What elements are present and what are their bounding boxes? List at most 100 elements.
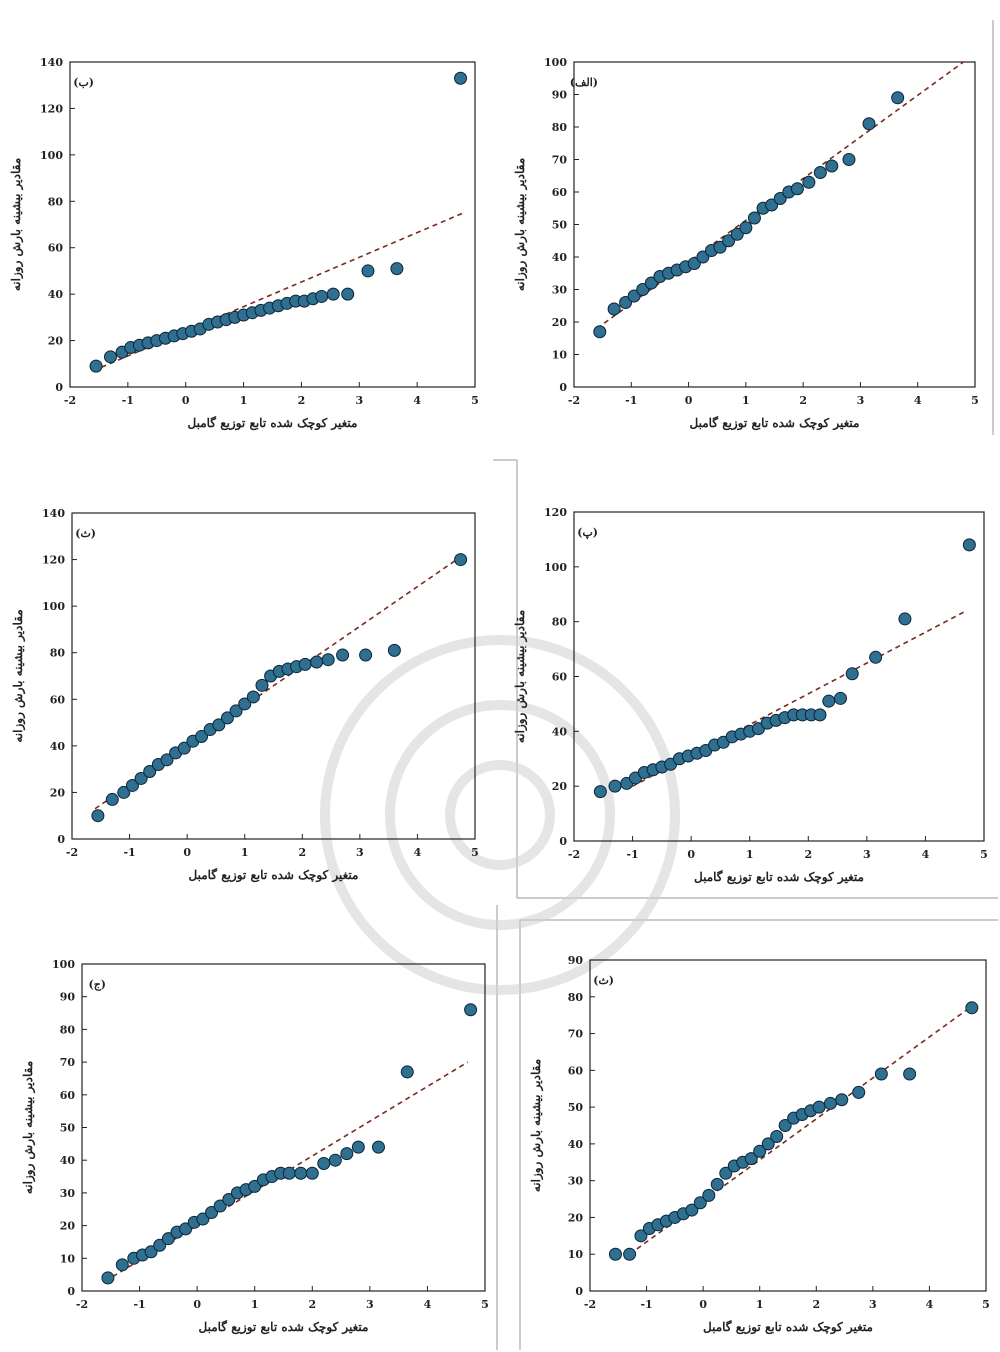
data-point	[282, 1166, 296, 1180]
data-point	[91, 809, 105, 823]
data-point	[104, 350, 117, 364]
data-point	[627, 289, 641, 303]
x-tick-label: 0	[193, 1298, 201, 1311]
data-point	[229, 704, 243, 718]
x-tick-label: 0	[685, 394, 693, 407]
data-point	[454, 553, 468, 567]
data-point	[248, 1179, 262, 1193]
y-tick-label: 60	[552, 671, 568, 684]
x-tick-label: 3	[869, 1298, 877, 1311]
x-tick-label: 3	[356, 846, 364, 859]
data-point	[593, 785, 607, 799]
panel-tag: (پ)	[577, 526, 598, 539]
data-point	[115, 1258, 129, 1272]
plot-area	[69, 61, 476, 388]
x-tick-label: 4	[424, 1298, 432, 1311]
panel-tag: (ب)	[73, 76, 94, 89]
data-point	[305, 1166, 319, 1180]
y-tick-label: 20	[50, 786, 66, 799]
y-tick-label: 80	[60, 1023, 76, 1036]
x-tick-label: -2	[568, 848, 580, 861]
x-tick-label: 0	[699, 1298, 707, 1311]
x-axis-title: متغیر کوچک شده تابع توزیع گامبل	[188, 415, 358, 431]
data-point	[608, 1247, 622, 1261]
data-point	[238, 697, 252, 711]
data-point	[685, 1203, 699, 1217]
data-point	[321, 653, 335, 667]
x-tick-label: 4	[914, 394, 922, 407]
y-tick-label: 40	[552, 725, 568, 738]
y-tick-label: 10	[552, 349, 568, 362]
x-tick-label: -2	[584, 1298, 596, 1311]
y-tick-label: 120	[42, 554, 65, 567]
panel-tag: (ث)	[593, 974, 614, 987]
data-point	[778, 1119, 792, 1132]
y-axis-title: مقادیر بیشینه بارش روزانه	[529, 1059, 544, 1192]
y-tick-label: 20	[60, 1220, 76, 1233]
data-point	[205, 1206, 219, 1220]
data-point	[340, 1147, 354, 1161]
y-tick-label: 60	[48, 242, 64, 255]
data-point	[387, 643, 401, 657]
data-point	[177, 741, 191, 755]
y-tick-label: 100	[42, 600, 65, 613]
data-point	[161, 1232, 175, 1246]
data-point	[834, 691, 847, 705]
x-tick-label: -2	[568, 394, 580, 407]
plot-area	[573, 61, 976, 388]
data-point	[464, 1003, 478, 1017]
data-point	[965, 1001, 979, 1015]
data-point	[608, 779, 622, 793]
data-point	[593, 325, 607, 339]
y-tick-label: 90	[60, 991, 76, 1004]
y-tick-label: 140	[40, 56, 63, 69]
x-tick-label: 1	[756, 1298, 764, 1311]
data-point	[753, 1144, 767, 1158]
data-point	[812, 1100, 826, 1114]
gumbel-fit-line	[629, 1003, 976, 1255]
data-point	[134, 771, 148, 785]
data-point	[298, 657, 312, 671]
plot-area	[71, 512, 476, 840]
y-tick-label: 30	[60, 1187, 76, 1200]
x-tick-label: -1	[626, 848, 638, 861]
y-tick-label: 70	[568, 1028, 584, 1041]
x-tick-label: -2	[64, 394, 76, 407]
y-tick-label: 100	[544, 56, 567, 69]
panel-tag: (ث)	[75, 527, 96, 540]
y-tick-label: 50	[568, 1101, 584, 1114]
y-tick-label: 80	[552, 616, 568, 629]
data-point	[634, 1229, 648, 1243]
x-tick-label: 4	[926, 1298, 934, 1311]
data-point	[89, 359, 103, 373]
data-point	[813, 708, 827, 722]
y-tick-label: 20	[568, 1211, 584, 1224]
data-point	[696, 250, 710, 264]
data-point	[636, 283, 650, 296]
y-tick-label: 40	[552, 251, 568, 264]
y-tick-label: 30	[552, 284, 568, 297]
data-point	[739, 221, 753, 235]
data-point	[744, 1152, 758, 1166]
x-tick-label: 2	[298, 846, 306, 859]
x-tick-label: 3	[355, 394, 363, 407]
data-point	[310, 655, 324, 669]
qq-plot-panel: -2 -1 0 1 2 3 4 5 0 20 40 60 80 100 120 متغیر کوچک شده …	[513, 506, 988, 885]
data-point	[361, 264, 375, 278]
y-tick-label: 0	[559, 381, 567, 394]
x-tick-label: 0	[182, 394, 190, 407]
x-axis-title: متغیر کوچک شده تابع توزیع گامبل	[199, 1319, 369, 1335]
data-point	[823, 1096, 837, 1110]
data-point	[773, 192, 787, 205]
x-axis-title: متغیر کوچک شده تابع توزیع گامبل	[694, 869, 864, 885]
data-point	[359, 648, 373, 662]
y-tick-label: 70	[552, 154, 568, 167]
y-axis-title: مقادیر بیشینه بارش روزانه	[21, 1061, 36, 1194]
x-tick-label: -2	[66, 846, 78, 859]
y-tick-label: 0	[575, 1285, 583, 1298]
y-tick-label: 40	[50, 740, 66, 753]
data-point	[702, 1188, 716, 1202]
data-point	[719, 1166, 733, 1180]
